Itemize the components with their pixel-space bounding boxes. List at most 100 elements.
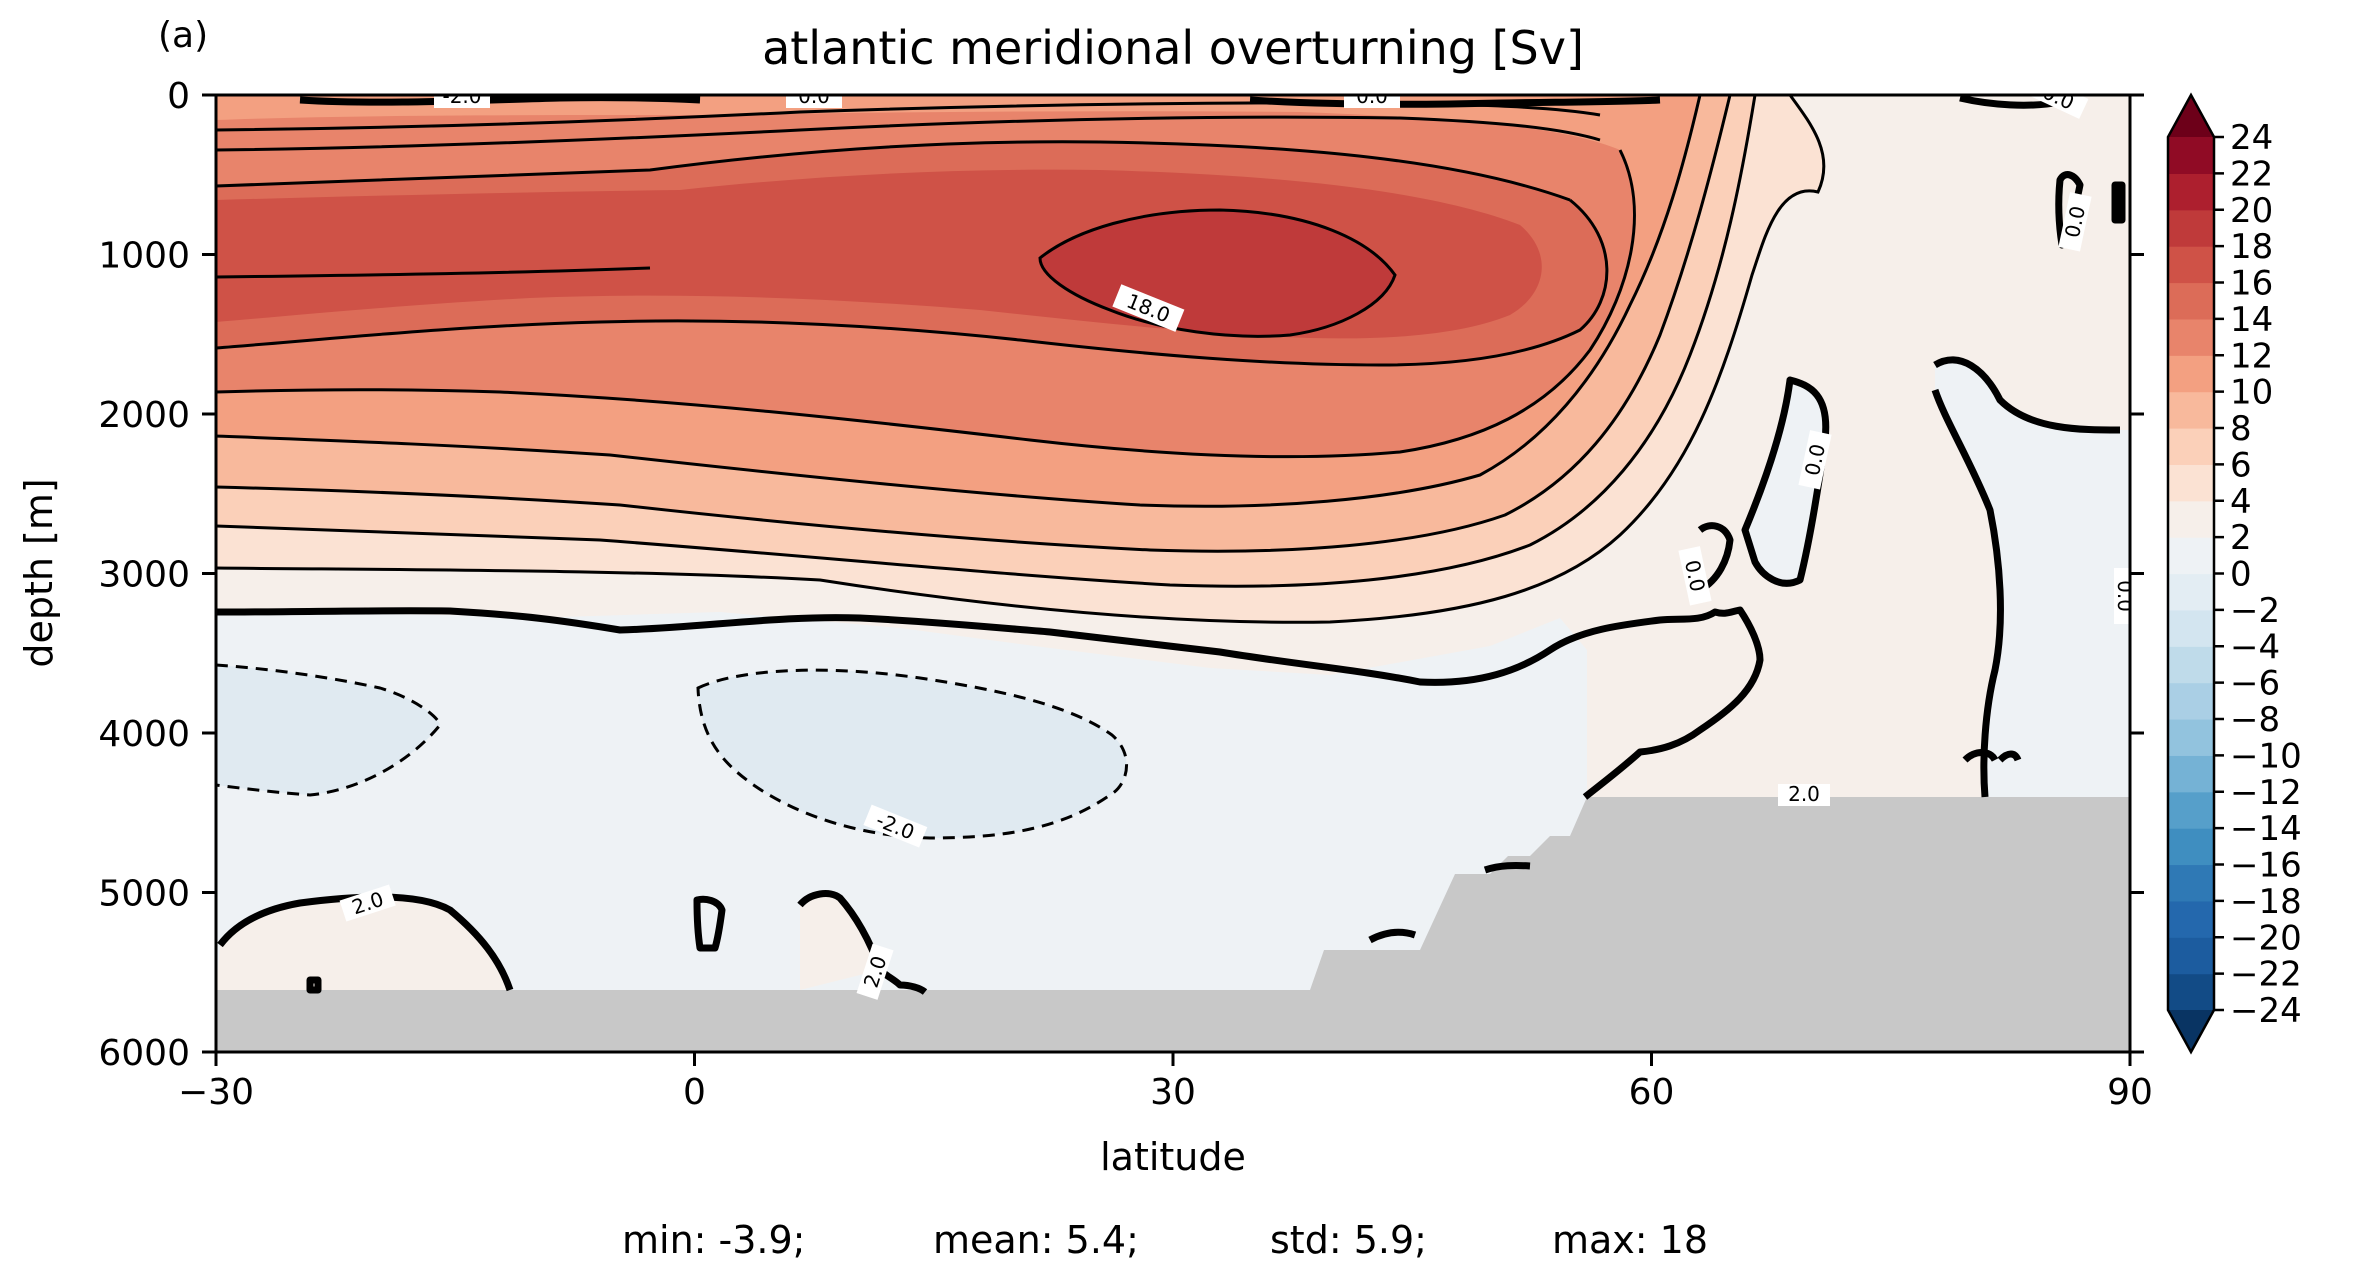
colorbar-tick-label: 18 — [2230, 227, 2273, 267]
colorbar-segment — [2168, 464, 2214, 502]
colorbar-segment — [2168, 646, 2214, 684]
y-tick-label: 6000 — [98, 1033, 190, 1074]
contour-line — [1038, 208, 1397, 338]
contour-label: -2.0 — [442, 84, 481, 108]
colorbar-segment — [2168, 973, 2214, 1011]
x-tick-label: 30 — [1150, 1072, 1196, 1113]
colorbar-segment — [2168, 682, 2214, 720]
contour-zero — [1483, 862, 1531, 874]
colorbar-tick-label: 4 — [2230, 482, 2252, 522]
contour-lines — [216, 95, 1826, 624]
contour-zero — [1697, 522, 1734, 594]
colorbar-extend-min — [2168, 1010, 2214, 1052]
high-latitude-negative-patch — [1935, 359, 2130, 797]
contour-line — [216, 95, 1757, 588]
colorbar-tick-label: 8 — [2230, 409, 2252, 449]
contour-label: 0.0 — [2113, 580, 2137, 612]
contour-line — [216, 140, 1571, 202]
colorbar-segment — [2168, 719, 2214, 756]
colorbar-segment — [2168, 246, 2214, 284]
contour-line — [216, 95, 1826, 624]
colorbar-tick-label: −6 — [2230, 664, 2280, 704]
colorbar-segment — [2168, 209, 2214, 247]
colorbar-tick-label: −12 — [2230, 773, 2302, 813]
y-tick-label: 4000 — [98, 714, 190, 755]
y-axis-label: depth [m] — [17, 478, 61, 667]
contour-zero — [2111, 181, 2126, 224]
y-tick-label: 1000 — [98, 236, 190, 277]
colorbar-segment — [2168, 282, 2214, 320]
colorbar-tick-label: −16 — [2230, 846, 2302, 886]
northern-positive-patch — [1590, 600, 1790, 797]
stat-min: min: -3.9; — [622, 1218, 806, 1262]
contour-line — [216, 95, 1732, 553]
stat-max: max: 18 — [1552, 1218, 1708, 1262]
contour-zero — [1931, 356, 2121, 798]
x-tick-label: 60 — [1629, 1072, 1675, 1113]
colorbar-tick-label: 6 — [2230, 445, 2252, 485]
colorbar: −24−22−20−18−16−14−12−10−8−6−4−202468101… — [2166, 92, 2302, 1055]
colorbar-tick-label: 14 — [2230, 300, 2273, 340]
colorbar-tick-label: 10 — [2230, 373, 2273, 413]
y-tick-label: 2000 — [98, 395, 190, 436]
contour-line — [216, 115, 1601, 152]
contour-line — [216, 266, 651, 279]
colorbar-segment — [2168, 318, 2214, 356]
colorbar-segment — [2168, 428, 2214, 465]
y-tick-label: 3000 — [98, 555, 190, 596]
colorbar-tick-label: 22 — [2230, 154, 2273, 194]
y-tick-label: 5000 — [98, 874, 190, 915]
colorbar-tick-label: 20 — [2230, 191, 2273, 231]
colorbar-tick-label: 2 — [2230, 518, 2252, 558]
contour-zero — [306, 976, 322, 994]
colorbar-tick-label: −14 — [2230, 809, 2302, 849]
colorbar-tick-label: −10 — [2230, 736, 2302, 776]
plot-area: -2.0 0.0 0.0 0.0 18.0 0.0 0.0 — [216, 84, 2137, 1052]
colorbar-tick-label: −20 — [2230, 918, 2302, 958]
colorbar-segment — [2168, 573, 2214, 611]
x-tick-label: 90 — [2107, 1072, 2153, 1113]
colorbar-tick-label: −22 — [2230, 955, 2302, 995]
colorbar-segment — [2168, 391, 2214, 429]
colorbar-segment — [2168, 755, 2214, 793]
contour-label: 0.0 — [798, 84, 830, 108]
negative-cell-south — [216, 665, 440, 795]
contour-zero — [1368, 928, 1417, 944]
colorbar-tick-label: 24 — [2230, 118, 2273, 158]
colorbar-segment — [2168, 900, 2214, 938]
bottom-patch-south — [216, 897, 510, 990]
colorbar-segment — [2168, 864, 2214, 902]
colorbar-segment — [2168, 137, 2214, 174]
contour-line — [216, 198, 1609, 367]
stat-std: std: 5.9; — [1270, 1218, 1427, 1262]
land-mask — [216, 797, 2130, 1052]
colorbar-tick-label: 12 — [2230, 336, 2273, 376]
colorbar-tick-label: −2 — [2230, 591, 2280, 631]
chart-title: atlantic meridional overturning [Sv] — [762, 21, 1584, 75]
stat-mean: mean: 5.4; — [933, 1218, 1139, 1262]
colorbar-segment — [2168, 609, 2214, 647]
contour-negative — [696, 668, 1128, 840]
panel-label: (a) — [158, 15, 208, 56]
colorbar-tick-label: 16 — [2230, 264, 2273, 304]
y-tick-label: 0 — [167, 76, 190, 117]
colorbar-segment — [2168, 500, 2214, 538]
contour-negative — [299, 97, 701, 104]
y-axis: 0 1000 2000 3000 4000 5000 6000 — [98, 76, 2144, 1074]
colorbar-segment — [2168, 937, 2214, 975]
x-axis: −30 0 30 60 90 — [178, 1052, 2153, 1113]
x-tick-label: 0 — [683, 1072, 706, 1113]
contour-zero — [1962, 749, 2022, 763]
x-tick-label: −30 — [178, 1072, 254, 1113]
colorbar-segment — [2168, 173, 2214, 211]
bottom-patch-tropics — [800, 893, 880, 990]
contour-line — [216, 149, 1636, 459]
contour-zero — [693, 895, 726, 952]
colorbar-extend-max — [2168, 95, 2214, 137]
negative-contours — [216, 97, 1128, 840]
contour-label: 2.0 — [1788, 782, 1820, 806]
contour-zero — [216, 606, 1764, 800]
colorbar-tick-label: −8 — [2230, 700, 2280, 740]
stats-line: min: -3.9; mean: 5.4; std: 5.9; max: 18 — [622, 1218, 1708, 1262]
